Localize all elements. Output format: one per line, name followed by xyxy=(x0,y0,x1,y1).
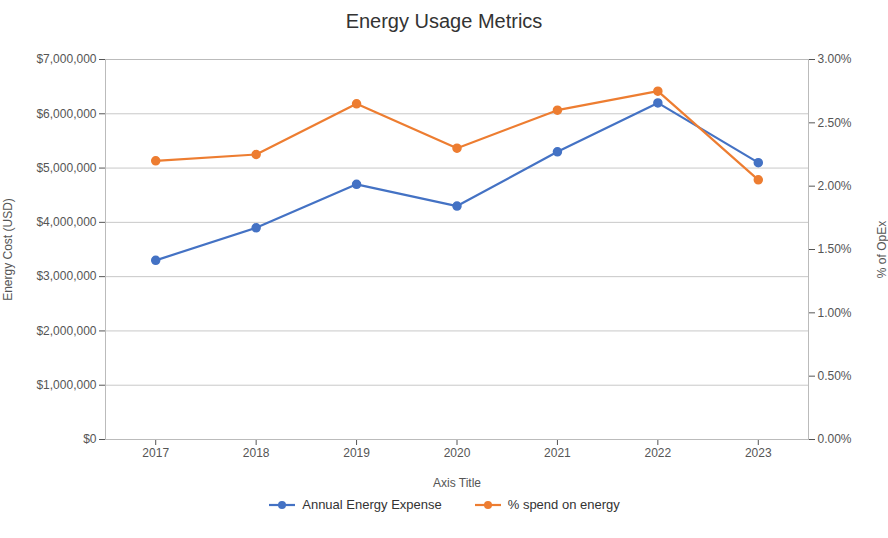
svg-text:% of OpEx: % of OpEx xyxy=(875,221,888,278)
svg-text:2.50%: 2.50% xyxy=(818,116,852,130)
svg-text:2023: 2023 xyxy=(745,446,772,460)
svg-text:$6,000,000: $6,000,000 xyxy=(36,107,96,121)
svg-text:3.00%: 3.00% xyxy=(818,52,852,66)
svg-text:2017: 2017 xyxy=(142,446,169,460)
svg-text:Energy Cost (USD): Energy Cost (USD) xyxy=(1,198,15,301)
svg-text:$0: $0 xyxy=(83,432,97,446)
svg-text:0.00%: 0.00% xyxy=(818,432,852,446)
svg-text:Axis Title: Axis Title xyxy=(433,476,481,490)
svg-text:1.50%: 1.50% xyxy=(818,242,852,256)
svg-text:$3,000,000: $3,000,000 xyxy=(36,269,96,283)
svg-text:2020: 2020 xyxy=(444,446,471,460)
html-text:Energy Usage Metrics: Energy Usage Metrics xyxy=(345,10,543,32)
html-text:Annual Energy Expense: Annual Energy Expense xyxy=(302,497,442,512)
svg-text:2021: 2021 xyxy=(544,446,571,460)
svg-text:2022: 2022 xyxy=(645,446,672,460)
svg-text:0.50%: 0.50% xyxy=(818,369,852,383)
svg-text:2019: 2019 xyxy=(343,446,370,460)
svg-text:$4,000,000: $4,000,000 xyxy=(36,215,96,229)
svg-text:$2,000,000: $2,000,000 xyxy=(36,324,96,338)
html-text:% spend on energy: % spend on energy xyxy=(507,497,620,512)
svg-text:2018: 2018 xyxy=(243,446,270,460)
svg-text:$5,000,000: $5,000,000 xyxy=(36,161,96,175)
svg-text:$1,000,000: $1,000,000 xyxy=(36,378,96,392)
svg-text:1.00%: 1.00% xyxy=(818,306,852,320)
svg-text:$7,000,000: $7,000,000 xyxy=(36,52,96,66)
svg-text:2.00%: 2.00% xyxy=(818,179,852,193)
